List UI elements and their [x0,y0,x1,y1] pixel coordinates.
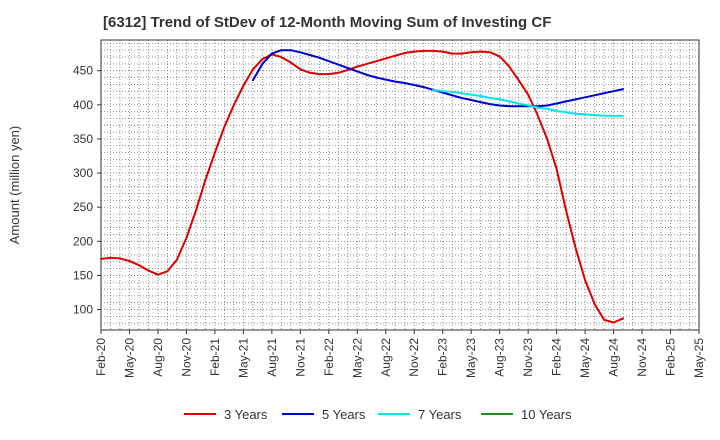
series-layer [100,49,625,324]
legend-label-3-years: 3 Years [224,407,268,422]
x-tick-label: Nov-20 [179,338,193,377]
x-tick-label: Nov-23 [521,338,535,377]
x-tick-label: Feb-21 [208,338,222,376]
y-tick-label: 150 [73,268,93,282]
x-tick-label: Nov-24 [635,338,649,377]
legend-label-5-years: 5 Years [322,407,366,422]
y-tick-label: 450 [73,64,93,78]
x-tick-label: May-25 [692,338,706,378]
y-axis-title: Amount (million yen) [7,126,22,245]
grid-layer [101,40,699,330]
x-tick-label: Aug-23 [493,338,507,377]
series-line-3-years [100,49,625,324]
x-tick-label: Aug-22 [379,338,393,377]
x-tick-label: Nov-21 [293,338,307,377]
y-tick-label: 100 [73,303,93,317]
x-tick-label: May-22 [350,338,364,378]
chart-title: [6312] Trend of StDev of 12-Month Moving… [103,14,552,31]
x-tick-label: Aug-20 [151,338,165,377]
x-tick-label: May-23 [464,338,478,378]
y-tick-label: 400 [73,98,93,112]
x-tick-label: Aug-21 [265,338,279,377]
series-line-7-years [432,88,625,117]
x-tick-label: Feb-24 [550,338,564,376]
x-tick-label: Aug-24 [607,338,621,377]
legend: 3 Years 5 Years 7 Years 10 Years [184,407,572,422]
x-tick-label: Feb-22 [322,338,336,376]
y-tick-label: 250 [73,200,93,214]
y-tick-label: 200 [73,234,93,248]
axes-layer [97,39,700,334]
labels-layer: 100 150 200 250 300 350 400 450 Feb-20 May-20 Aug-… [7,64,706,378]
x-tick-label: Feb-20 [94,338,108,376]
x-tick-label: Feb-25 [664,338,678,376]
x-tick-label: Feb-23 [436,338,450,376]
plot-area [100,39,700,331]
x-tick-label: May-24 [578,338,592,378]
y-tick-label: 350 [73,132,93,146]
y-tick-label: 300 [73,166,93,180]
x-tick-label: Nov-22 [407,338,421,377]
legend-label-10-years: 10 Years [521,407,572,422]
x-tick-label: May-21 [236,338,250,378]
legend-label-7-years: 7 Years [418,407,462,422]
x-tick-label: May-20 [122,338,136,378]
